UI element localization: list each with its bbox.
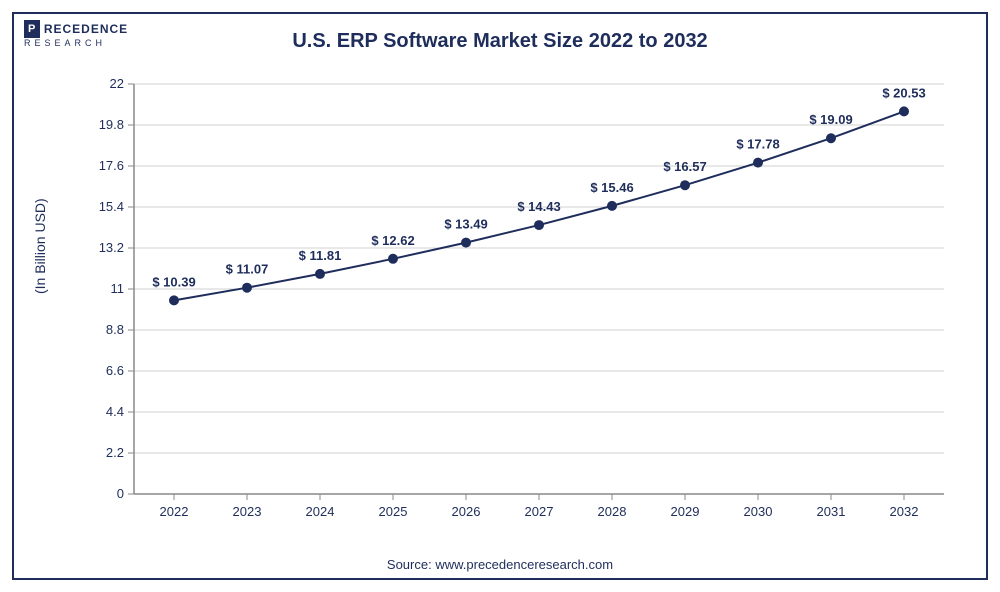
svg-text:$ 19.09: $ 19.09 [809,112,852,127]
svg-text:13.2: 13.2 [99,240,124,255]
svg-text:$ 15.46: $ 15.46 [590,180,633,195]
svg-text:2.2: 2.2 [106,445,124,460]
line-chart: 0 2.2 4.4 6.6 8.8 11 13.2 15.4 17.6 19.8 22 2022 202… [94,74,964,534]
svg-text:0: 0 [117,486,124,501]
svg-text:2024: 2024 [306,504,335,519]
y-axis-label: (In Billion USD) [32,198,48,294]
svg-text:2030: 2030 [744,504,773,519]
chart-frame: P RECEDENCE RESEARCH U.S. ERP Software M… [12,12,988,580]
svg-text:2029: 2029 [671,504,700,519]
svg-text:$ 20.53: $ 20.53 [882,85,925,100]
svg-text:15.4: 15.4 [99,199,124,214]
source-caption: Source: www.precedenceresearch.com [14,557,986,572]
svg-text:$ 12.62: $ 12.62 [371,233,414,248]
svg-text:8.8: 8.8 [106,322,124,337]
chart-area: 0 2.2 4.4 6.6 8.8 11 13.2 15.4 17.6 19.8 22 2022 202… [94,74,964,534]
svg-text:17.6: 17.6 [99,158,124,173]
svg-text:$ 11.07: $ 11.07 [226,262,269,277]
svg-text:19.8: 19.8 [99,117,124,132]
chart-title: U.S. ERP Software Market Size 2022 to 20… [14,30,986,53]
svg-text:$ 10.39: $ 10.39 [152,274,195,289]
svg-text:2026: 2026 [452,504,481,519]
svg-text:$ 17.78: $ 17.78 [736,137,779,152]
svg-text:2032: 2032 [890,504,919,519]
svg-text:2023: 2023 [233,504,262,519]
svg-text:$ 14.43: $ 14.43 [517,199,560,214]
svg-text:$ 11.81: $ 11.81 [299,248,342,263]
svg-text:$ 13.49: $ 13.49 [444,217,487,232]
svg-text:2028: 2028 [598,504,627,519]
svg-text:11: 11 [111,281,125,296]
svg-text:4.4: 4.4 [106,404,124,419]
svg-text:6.6: 6.6 [106,363,124,378]
svg-text:$ 16.57: $ 16.57 [663,159,706,174]
svg-text:2022: 2022 [160,504,189,519]
svg-text:22: 22 [110,76,124,91]
svg-text:2027: 2027 [525,504,554,519]
svg-text:2025: 2025 [379,504,408,519]
svg-text:2031: 2031 [817,504,846,519]
